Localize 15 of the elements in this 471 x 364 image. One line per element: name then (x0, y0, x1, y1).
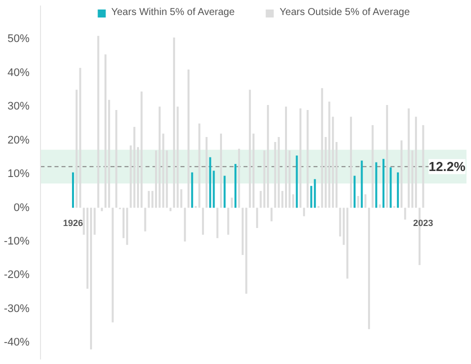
ref-line-label: 12.2% (428, 159, 466, 174)
y-tick-label: -40% (4, 336, 30, 349)
x-tick-label: 2023 (413, 218, 434, 228)
y-tick-label: -20% (4, 269, 30, 282)
y-tick-label: 20% (7, 134, 30, 146)
y-tick-label: 0% (14, 202, 30, 214)
y-tick-label: 10% (7, 168, 30, 180)
y-tick-label: 50% (7, 33, 30, 46)
legend-label: Years Outside 5% of Average (280, 7, 410, 18)
y-tick-label: -30% (4, 302, 30, 315)
y-tick-label: 30% (7, 100, 30, 113)
y-tick-label: -10% (4, 236, 30, 248)
x-tick-label: 1926 (62, 218, 84, 228)
y-tick-label: 40% (7, 66, 30, 79)
legend-label: Years Within 5% of Average (111, 7, 235, 18)
